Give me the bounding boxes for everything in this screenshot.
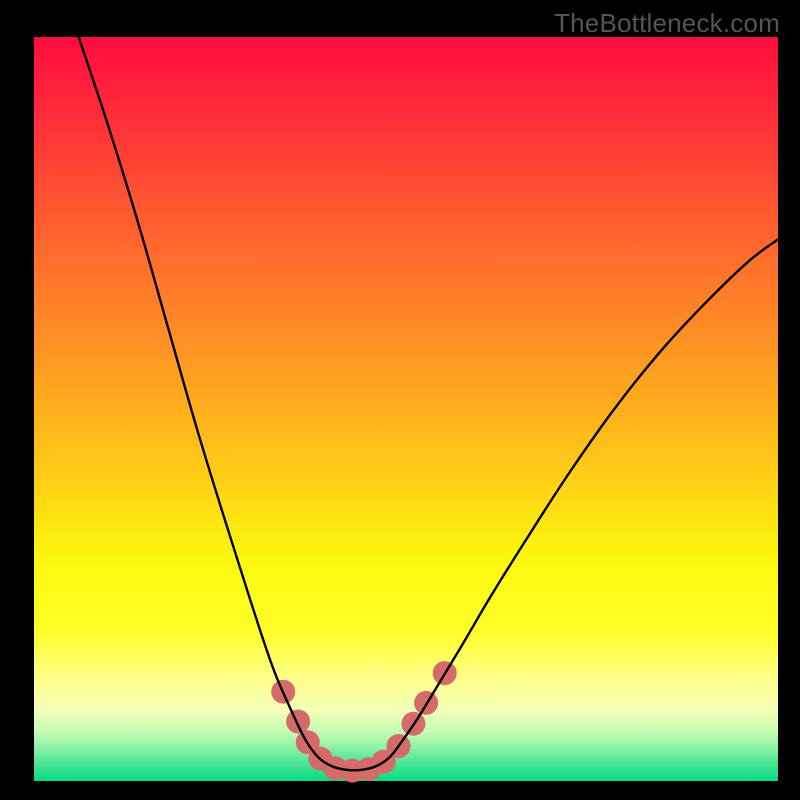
bottleneck-curve	[79, 37, 778, 770]
stage: TheBottleneck.com	[0, 0, 800, 800]
watermark-text: TheBottleneck.com	[554, 8, 780, 39]
plot-area	[34, 37, 778, 781]
curve-marker	[286, 709, 310, 733]
chart-svg	[34, 37, 778, 781]
curve-markers	[271, 661, 456, 782]
